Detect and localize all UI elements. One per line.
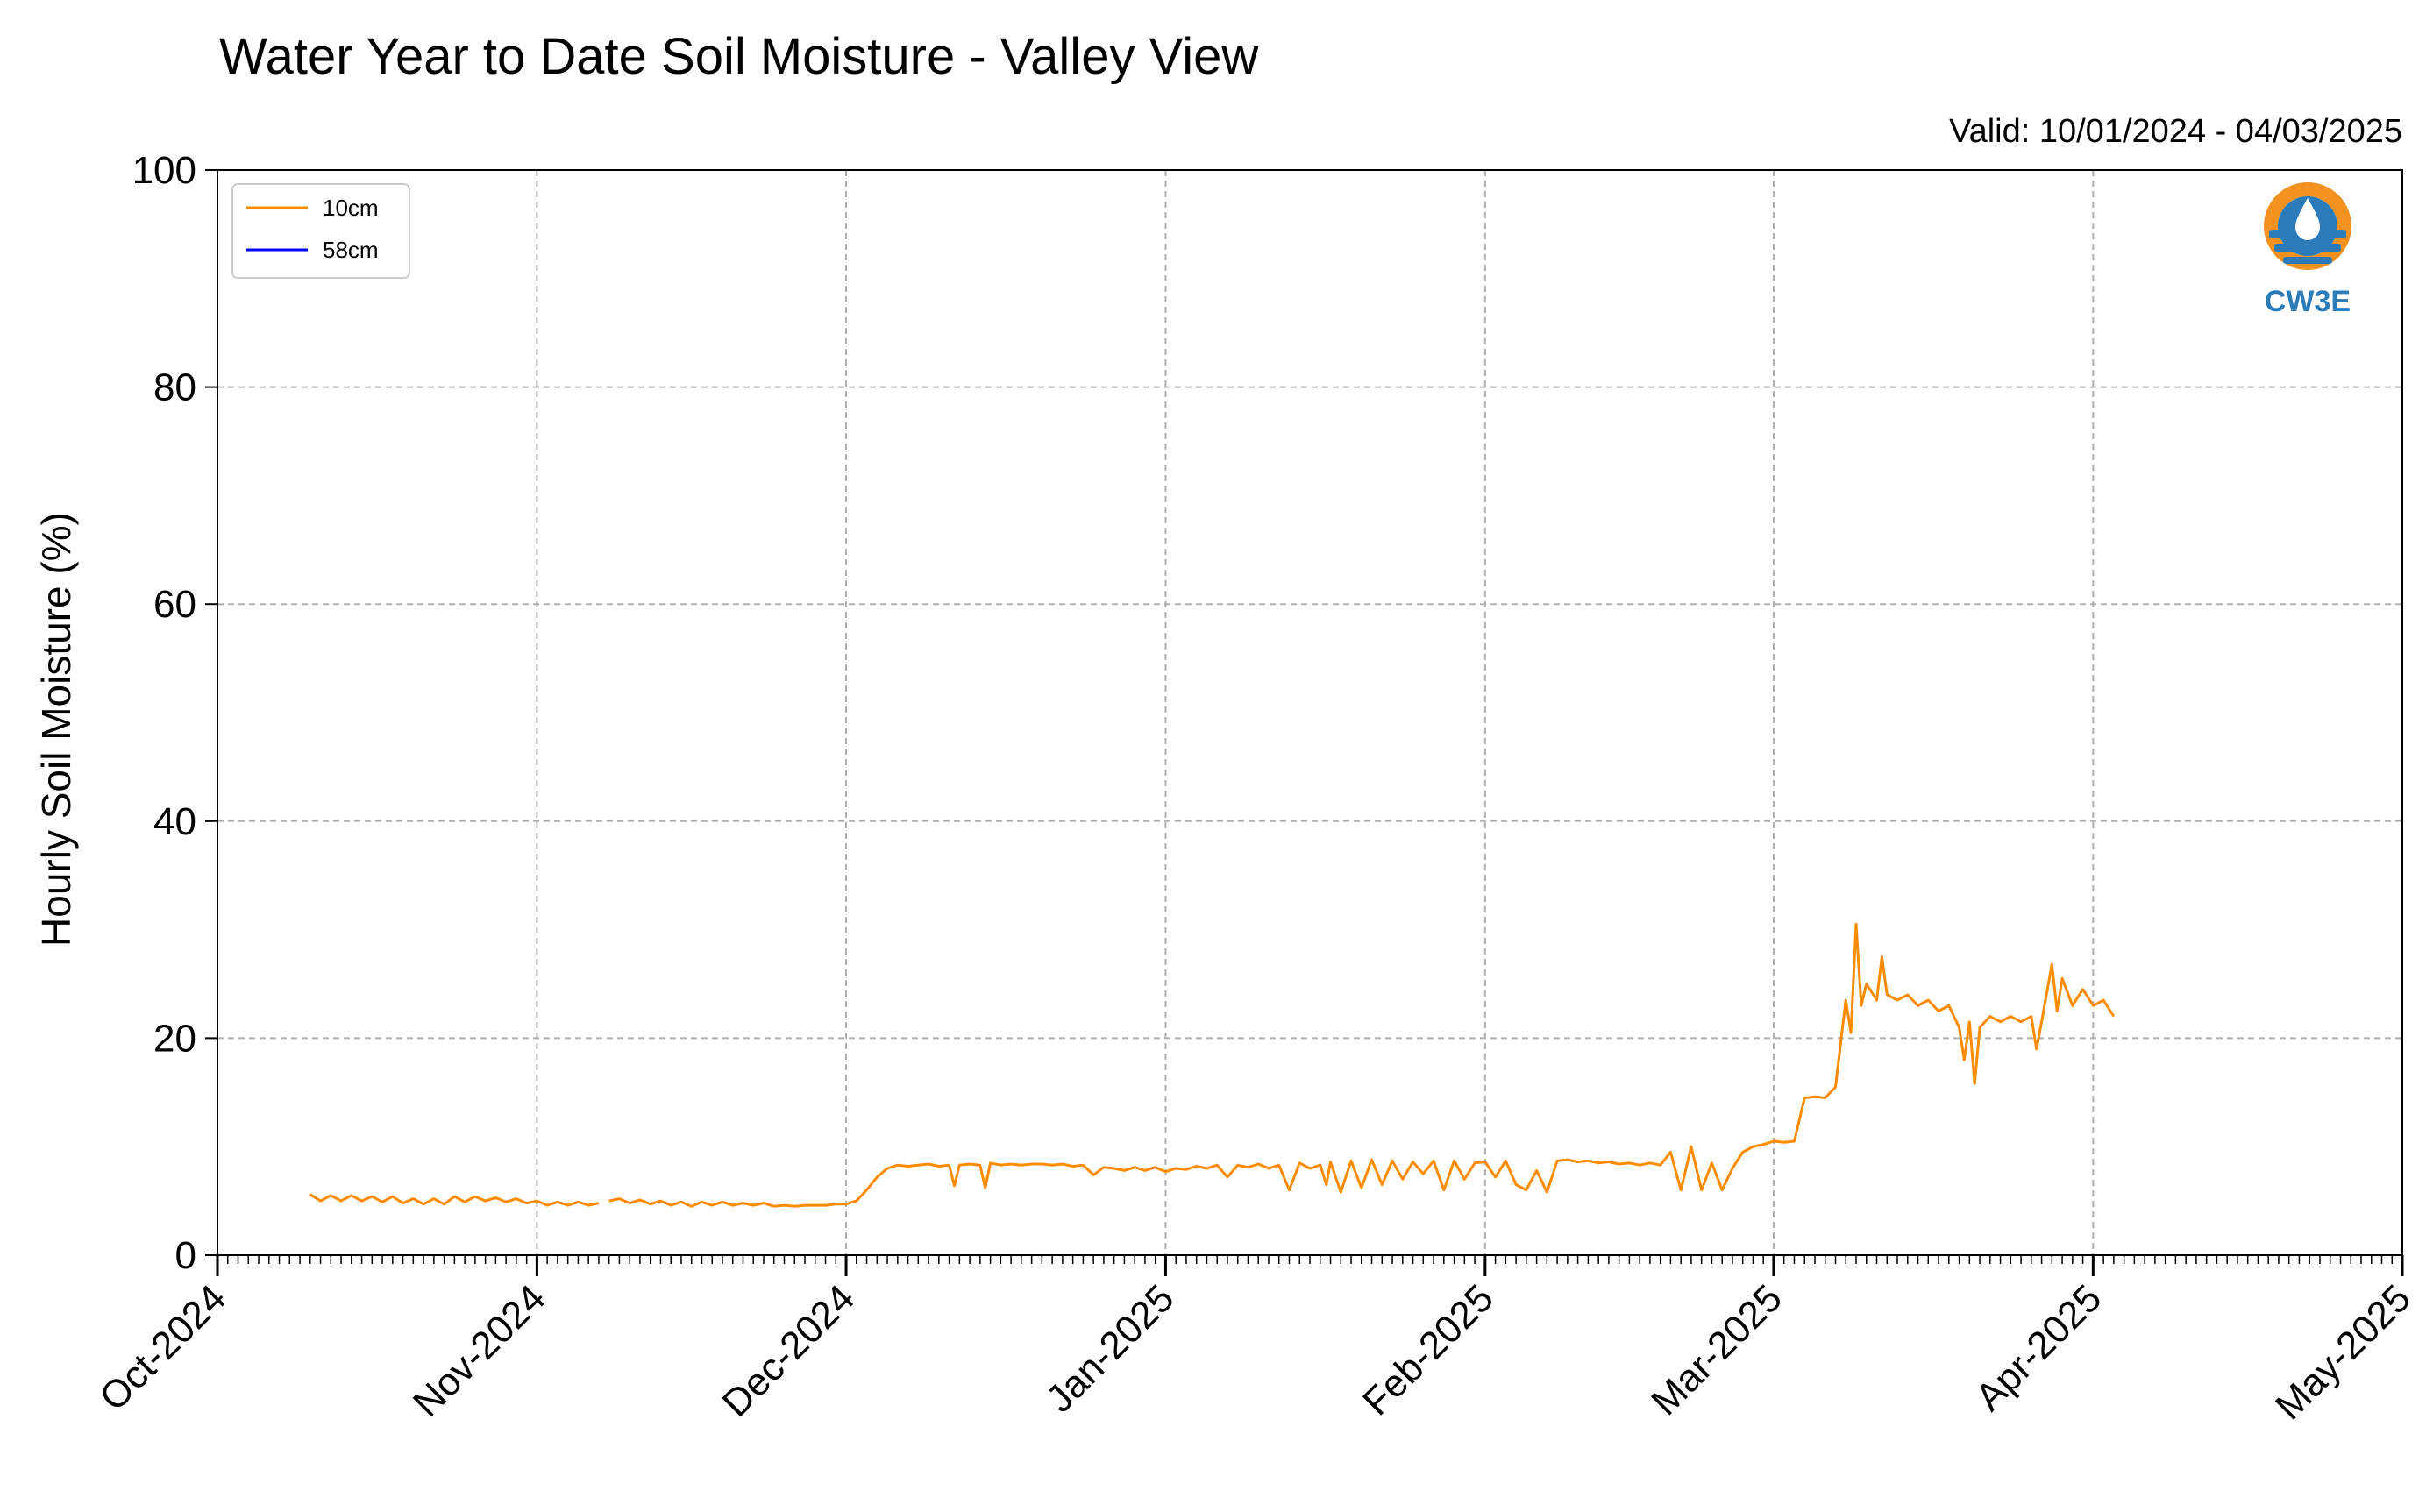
series-line-10cm [309, 922, 2116, 1208]
legend-box [231, 183, 410, 279]
legend: 10cm 58cm [231, 183, 410, 279]
chart-title: Water Year to Date Soil Moisture - Valle… [219, 28, 1259, 85]
x-tick-label: Apr-2025 [1967, 1276, 2110, 1419]
y-tick-label: 0 [175, 1234, 196, 1277]
x-tick-label: May-2025 [2267, 1276, 2419, 1428]
x-tick-label: Oct-2024 [91, 1276, 234, 1419]
logo-wave [2283, 257, 2332, 264]
axes: 0 20 40 60 80 100 Oct-2024 Nov-2024 Dec-2024 Jan-… [91, 149, 2419, 1428]
plot-area [309, 922, 2116, 1208]
legend-label-10cm: 10cm [323, 195, 379, 221]
grid [217, 170, 2402, 1255]
y-tick-label: 100 [132, 149, 196, 192]
x-tick-label: Mar-2025 [1643, 1276, 1790, 1423]
legend-label-58cm: 58cm [323, 237, 379, 263]
plot-frame [217, 169, 2403, 1256]
y-axis-label: Hourly Soil Moisture (%) [33, 512, 79, 947]
x-tick-label: Jan-2025 [1038, 1276, 1182, 1420]
water-drop-icon [2295, 198, 2320, 240]
logo-text: CW3E [2265, 285, 2351, 318]
cw3e-logo: CW3E [2264, 182, 2351, 318]
y-tick-label: 80 [153, 366, 196, 409]
chart-subtitle: Valid: 10/01/2024 - 04/03/2025 [1949, 113, 2402, 150]
y-tick-label: 20 [153, 1017, 196, 1060]
x-tick-label: Dec-2024 [715, 1276, 864, 1425]
x-tick-label: Nov-2024 [405, 1276, 554, 1425]
y-tick-label: 40 [153, 800, 196, 843]
y-tick-label: 60 [153, 583, 196, 626]
x-tick-label: Feb-2025 [1355, 1276, 1502, 1423]
